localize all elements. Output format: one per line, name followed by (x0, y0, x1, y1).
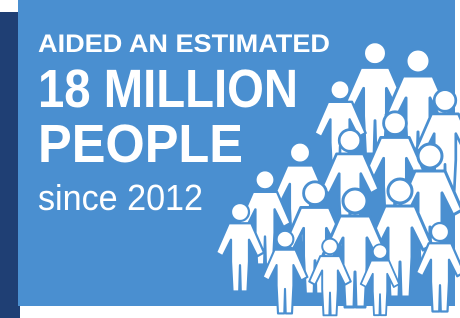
headline-number: 18 MILLION (38, 59, 298, 119)
headline-line: AIDED AN ESTIMATED (38, 30, 330, 58)
page: AIDED AN ESTIMATED 18 MILLION PEOPLE sin… (0, 0, 460, 318)
headline-word: PEOPLE (38, 114, 243, 174)
headline-since: since 2012 (38, 177, 203, 218)
side-strip (0, 12, 20, 318)
infographic: AIDED AN ESTIMATED 18 MILLION PEOPLE sin… (0, 0, 460, 318)
